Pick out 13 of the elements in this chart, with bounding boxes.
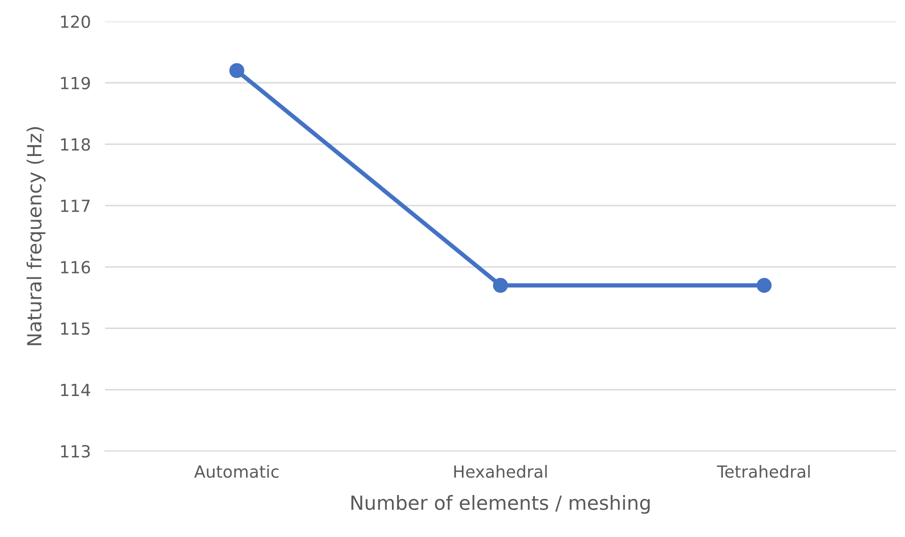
y-tick-label: 114 (61, 384, 90, 396)
y-tick-label: 115 (61, 322, 90, 335)
y-tick-label: 113 (61, 445, 90, 458)
y-axis-title: Natural frequency (Hz) (26, 127, 46, 346)
y-tick-label: 116 (61, 260, 90, 274)
y-tick-label: 118 (61, 138, 90, 151)
y-tick-label: 117 (61, 200, 90, 212)
x-tick-label: Tetrahedral (716, 464, 810, 478)
x-tick-label: Automatic (194, 464, 279, 478)
x-axis-title: Number of elements / meshing (351, 494, 650, 514)
y-tick-label: 119 (61, 76, 90, 90)
y-tick-label: 120 (61, 15, 90, 28)
x-tick-label: Hexahedral (454, 464, 547, 478)
